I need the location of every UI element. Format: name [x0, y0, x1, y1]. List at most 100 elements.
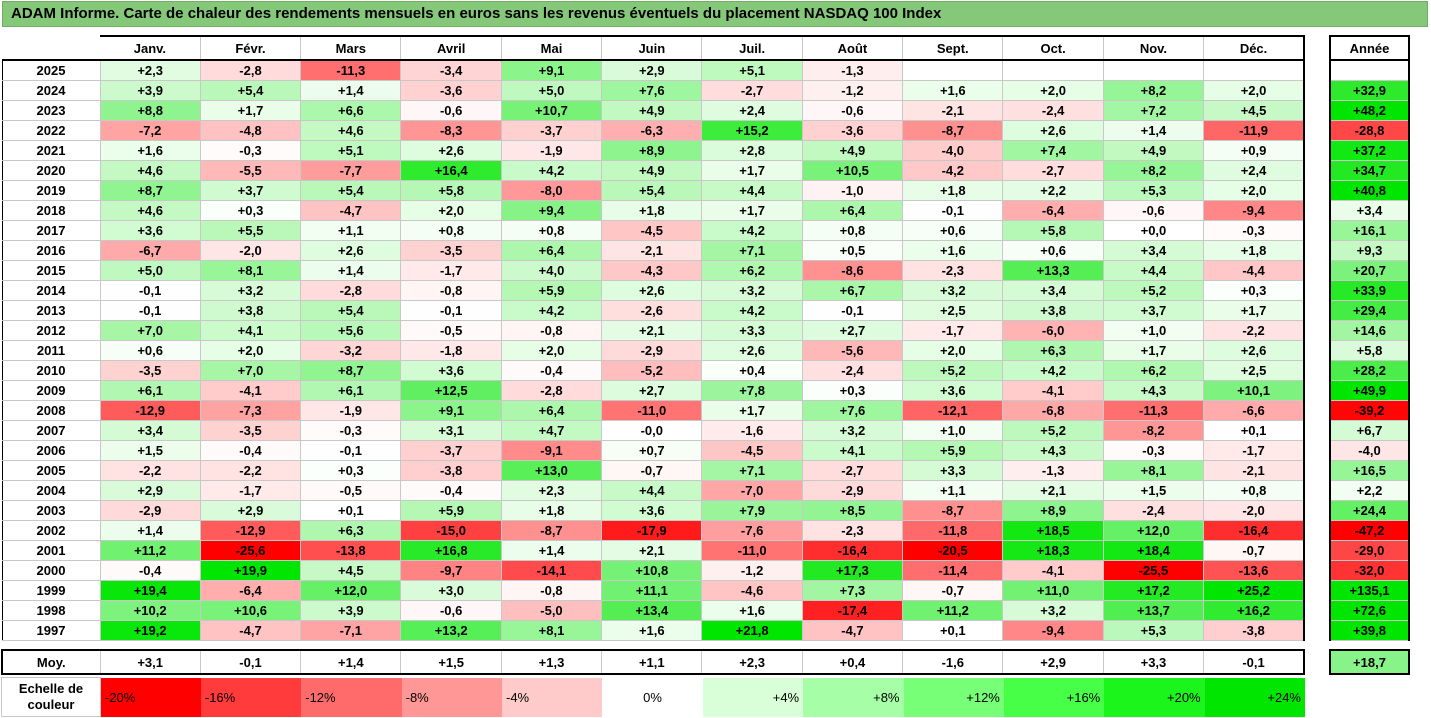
spacer-cell [1330, 640, 1409, 650]
heatmap-cell: -0,6 [400, 100, 502, 121]
heatmap-cell: -5,0 [501, 600, 603, 621]
heatmap-cell: +8,7 [100, 180, 201, 201]
color-scale-swatch: +16% [1003, 677, 1105, 717]
annual-cell: -32,0 [1329, 560, 1410, 581]
heatmap-cell: -2,0 [1203, 500, 1306, 521]
heatmap-cell: -1,7 [1203, 440, 1306, 461]
annual-row: -29,0 [1329, 540, 1410, 561]
heatmap-cell: -3,6 [400, 80, 502, 101]
heatmap-cell: +4,6 [100, 160, 201, 181]
table-row: 1998 +10,2 +10,6 +3,9 -0,6 -5,0 +13,4 +1,6 -17,4… [1, 600, 1306, 621]
heatmap-cell: +5,4 [300, 180, 402, 201]
average-label: Moy. [1, 649, 101, 675]
heatmap-cell: -16,4 [802, 540, 904, 561]
annual-row: +49,9 [1329, 380, 1410, 401]
month-header: Juil. [701, 35, 803, 61]
month-header: Déc. [1203, 35, 1306, 61]
table-row: 1999 +19,4 -6,4 +12,0 +3,0 -0,8 +11,1 -4,6 +7,3-… [1, 580, 1306, 601]
heatmap-cell: -11,4 [902, 560, 1004, 581]
heatmap-cell: +10,1 [1203, 380, 1306, 401]
heatmap-cell: +7,3 [802, 580, 904, 601]
annual-header-row: Année [1329, 35, 1410, 61]
heatmap-cell: -1,0 [802, 180, 904, 201]
table-row: 2021 +1,6 -0,3 +5,1 +2,6 -1,9 +8,9 +2,8 +4,9 -4,0… [1, 140, 1306, 161]
heatmap-cell: +3,0 [400, 580, 502, 601]
heatmap-cell: +9,1 [501, 60, 603, 81]
heatmap-cell: -1,2 [802, 80, 904, 101]
heatmap-cell: +17,3 [802, 560, 904, 581]
color-scale-swatch: +12% [903, 677, 1004, 717]
average-cell: +2,3 [701, 649, 803, 675]
heatmap-cell: -7,7 [300, 160, 402, 181]
chart-title: ADAM Informe. Carte de chaleur des rende… [2, 1, 1428, 27]
heatmap-cell [902, 60, 1004, 81]
heatmap-cell: +13,3 [1002, 260, 1104, 281]
table-row: 2013 -0,1 +3,8 +5,4 -0,1 +4,2 -2,6 +4,2 -0,1 +2,5… [1, 300, 1306, 321]
average-cell: +1,4 [300, 649, 402, 675]
heatmap-cell: +18,3 [1002, 540, 1104, 561]
heatmap-cell: -0,6 [400, 600, 502, 621]
heatmap-cell: -2,8 [300, 280, 402, 301]
heatmap-cell: -2,4 [1103, 500, 1205, 521]
heatmap-cell: -2,9 [100, 500, 201, 521]
spacer-row [2, 640, 1304, 650]
heatmap-cell: -1,6 [701, 420, 803, 441]
heatmap-cell: -11,0 [701, 540, 803, 561]
heatmap-cell: +0,7 [601, 440, 703, 461]
year-label: 2001 [1, 540, 101, 561]
heatmap-cell: +10,6 [200, 600, 302, 621]
heatmap-cell: +0,1 [902, 620, 1004, 641]
average-cell: +3,1 [100, 649, 201, 675]
heatmap-cell: -0,1 [802, 300, 904, 321]
heatmap-cell: +8,9 [1002, 500, 1104, 521]
heatmap-cell: +5,0 [100, 260, 201, 281]
heatmap-cell: +0,9 [1203, 140, 1306, 161]
heatmap-cell: +0,3 [802, 380, 904, 401]
heatmap-cell: +2,6 [1203, 340, 1306, 361]
heatmap-cell: +6,4 [802, 200, 904, 221]
annual-cell: +48,2 [1329, 100, 1410, 121]
heatmap-cell: +2,0 [1203, 180, 1306, 201]
average-cell: -0,1 [200, 649, 302, 675]
annual-row: +5,8 [1329, 340, 1410, 361]
average-annual-cell: +18,7 [1329, 649, 1410, 675]
heatmap-cell: +4,4 [701, 180, 803, 201]
year-label: 2022 [1, 120, 101, 141]
heatmap-cell: -4,8 [200, 120, 302, 141]
heatmap-cell: +0,8 [802, 220, 904, 241]
heatmap-cell: -4,1 [1002, 380, 1104, 401]
heatmap-cell: -3,8 [1203, 620, 1306, 641]
annual-row: +16,5 [1329, 460, 1410, 481]
table-row: 2022 -7,2 -4,8 +4,6 -8,3 -3,7 -6,3 +15,2 -3,6 -8,… [1, 120, 1306, 141]
heatmap-cell: -3,7 [400, 440, 502, 461]
heatmap-cell: +2,7 [601, 380, 703, 401]
annual-cell: +16,5 [1329, 460, 1410, 481]
heatmap-cell: -17,9 [601, 520, 703, 541]
color-scale-swatch: +24% [1204, 677, 1305, 717]
heatmap-cell: +5,9 [501, 280, 603, 301]
heatmap-cell: +6,1 [100, 380, 201, 401]
year-label: 1998 [1, 600, 101, 621]
heatmap-cell: -0,1 [400, 300, 502, 321]
year-label: 2002 [1, 520, 101, 541]
heatmap-cell: +4,4 [601, 480, 703, 501]
heatmap-cell: +25,2 [1203, 580, 1306, 601]
year-label: 2012 [1, 320, 101, 341]
heatmap-cell: +3,2 [200, 280, 302, 301]
heatmap-cell: +0,8 [400, 220, 502, 241]
heatmap-cell: +3,6 [601, 500, 703, 521]
heatmap-cell: -4,6 [701, 580, 803, 601]
heatmap-cell: -7,3 [200, 400, 302, 421]
table-row: 1997 +19,2 -4,7 -7,1 +13,2 +8,1 +1,6 +21,8 -4,7 +… [1, 620, 1306, 641]
heatmap-cell: +1,6 [100, 140, 201, 161]
annual-row: +33,9 [1329, 280, 1410, 301]
heatmap-cell: -0,4 [400, 480, 502, 501]
heatmap-cell: +5,4 [200, 80, 302, 101]
heatmap-cell: +2,6 [300, 240, 402, 261]
heatmap-cell: +11,1 [601, 580, 703, 601]
heatmap-cell: -0,1 [902, 200, 1004, 221]
heatmap-cell: +2,0 [200, 340, 302, 361]
annual-cell: +49,9 [1329, 380, 1410, 401]
annual-row: +14,6 [1329, 320, 1410, 341]
heatmap-cell: +6,4 [501, 240, 603, 261]
